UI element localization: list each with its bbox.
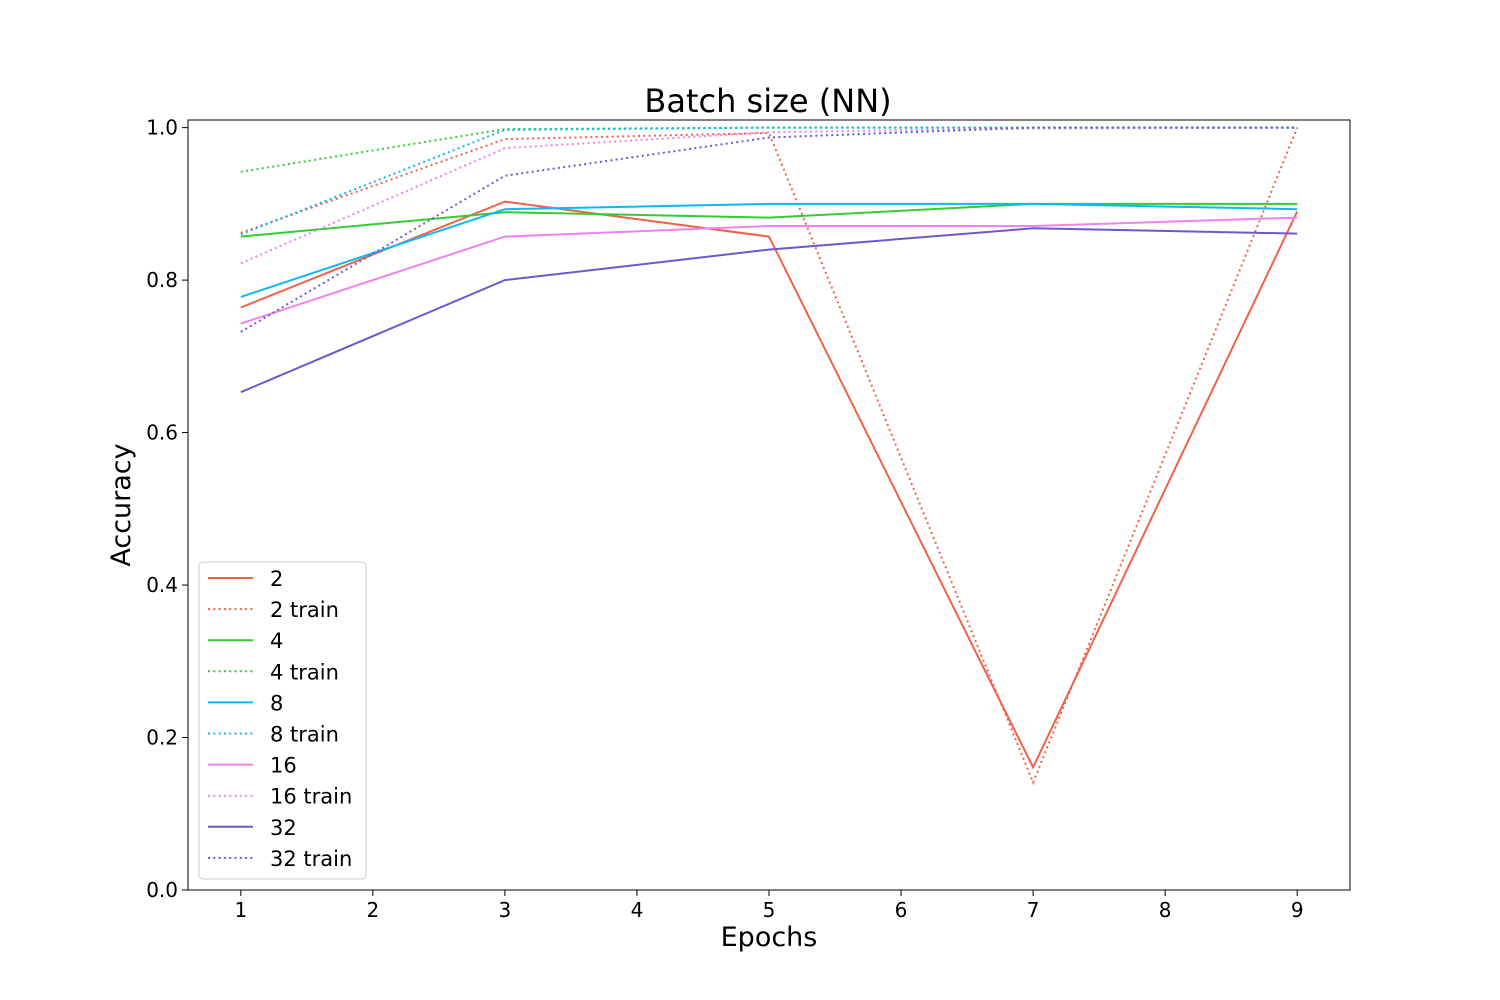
y-tick-label: 0.8: [146, 268, 178, 292]
x-tick-label: 9: [1291, 898, 1304, 922]
series-line-16-train: [240, 126, 1298, 265]
y-tick-label: 0.6: [146, 421, 178, 445]
x-tick-label: 5: [763, 898, 776, 922]
series-line-4-train: [240, 126, 1298, 173]
series-layer: [240, 126, 1299, 786]
legend-label: 8 train: [270, 723, 339, 747]
series-line-32: [240, 227, 1298, 394]
series-line-8: [240, 202, 1298, 298]
x-axis-title: Epochs: [721, 922, 818, 953]
legend-label: 32 train: [270, 847, 352, 871]
series-line-16: [240, 216, 1298, 325]
legend-label: 16 train: [270, 785, 352, 809]
chart-title: Batch size (NN): [644, 82, 891, 120]
x-tick-label: 4: [631, 898, 644, 922]
y-axis-title: Accuracy: [106, 443, 137, 566]
plot-area: [187, 119, 1351, 891]
x-tick-label: 3: [499, 898, 512, 922]
x-tick-label: 8: [1159, 898, 1172, 922]
series-line-2-train: [240, 127, 1299, 786]
legend-label: 4: [270, 629, 283, 653]
series-line-2: [240, 200, 1299, 770]
x-tick-label: 2: [366, 898, 379, 922]
series-line-4: [240, 202, 1298, 238]
legend-label: 32: [270, 816, 297, 840]
y-axis: 0.0 0.2 0.4 0.6 0.8 1.0: [146, 116, 188, 902]
legend-label: 8: [270, 691, 283, 715]
legend-label: 2 train: [270, 598, 339, 622]
y-tick-label: 1.0: [146, 116, 178, 140]
x-tick-label: 6: [895, 898, 908, 922]
x-tick-label: 7: [1027, 898, 1040, 922]
y-tick-label: 0.0: [146, 878, 178, 902]
legend-frame: [198, 561, 367, 880]
legend-label: 4 train: [270, 660, 339, 684]
x-tick-label: 1: [234, 898, 247, 922]
y-tick-label: 0.2: [146, 726, 178, 750]
legend-label: 16: [270, 754, 297, 778]
legend-label: 2: [270, 567, 283, 591]
legend: 2 2 train 4 4 train 8 8 train 16 16 train 32 32 t…: [198, 561, 367, 880]
x-axis: 1 2 3 4 5 6 7 8 9: [234, 890, 1304, 922]
series-line-32-train: [240, 126, 1298, 333]
y-tick-label: 0.4: [146, 573, 178, 597]
